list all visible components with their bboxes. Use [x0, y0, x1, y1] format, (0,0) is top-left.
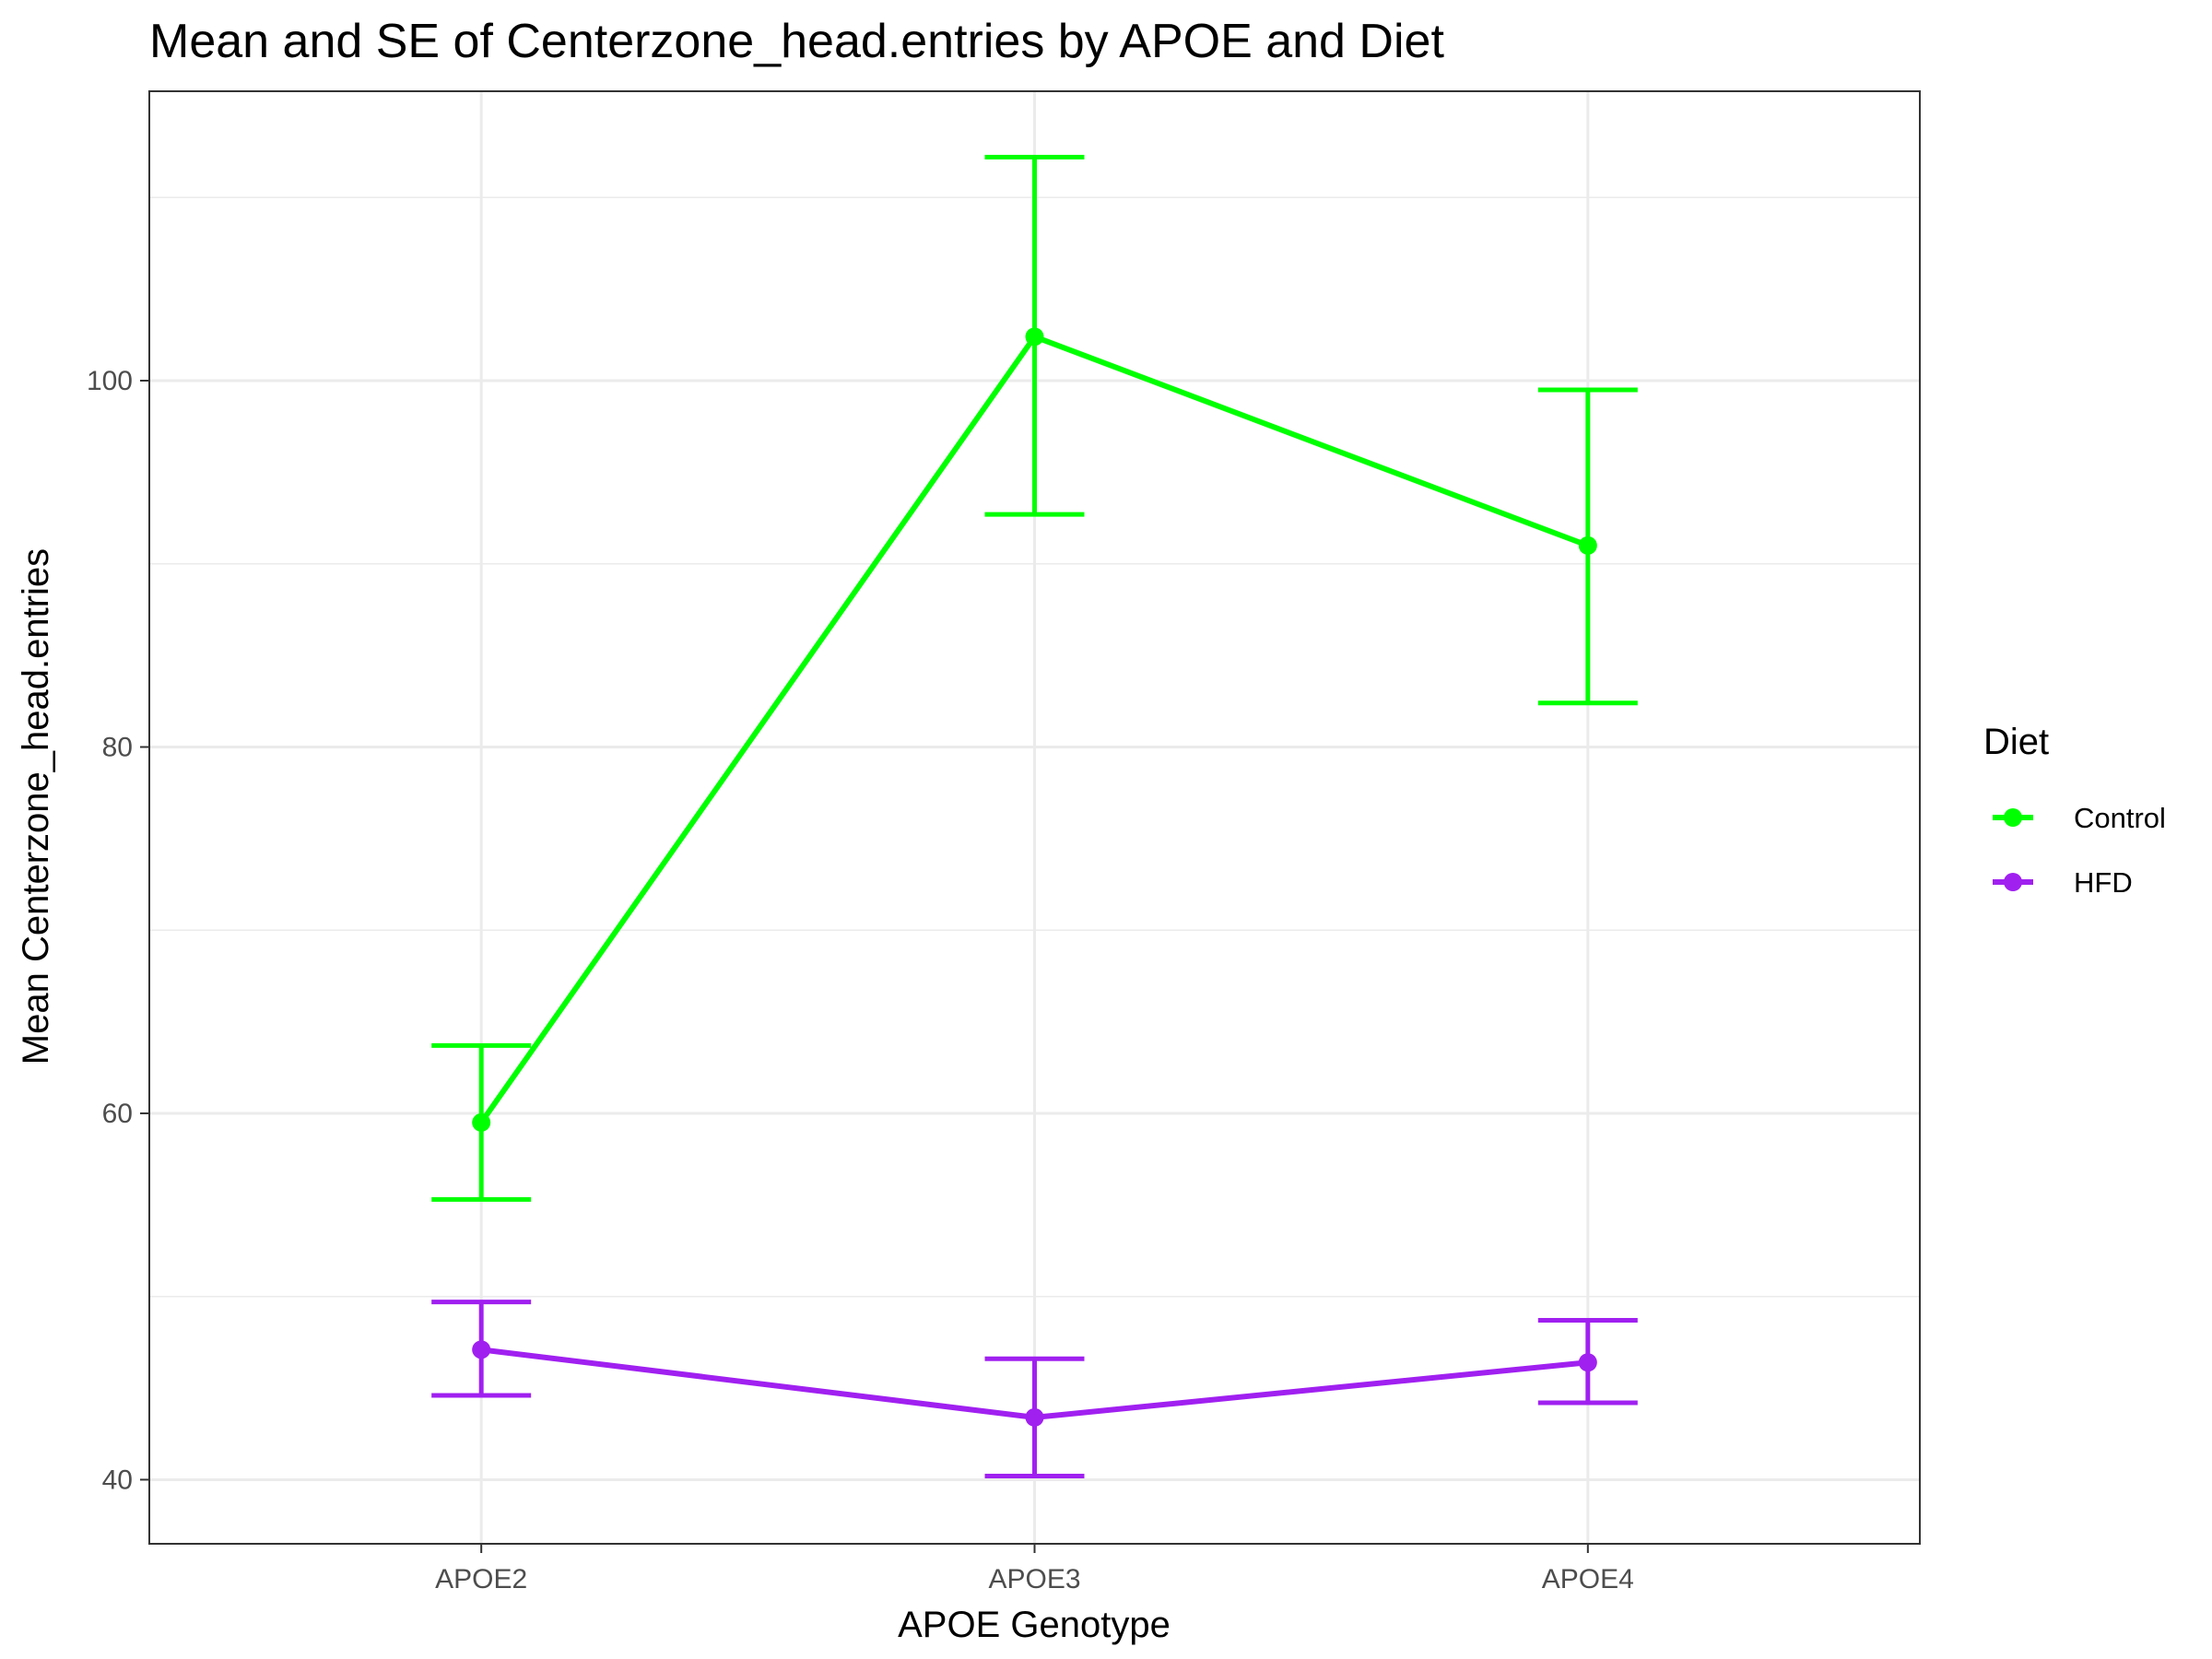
data-point: [472, 1112, 491, 1132]
legend-key-point: [2004, 873, 2022, 891]
chart-title: Mean and SE of Centerzone_head.entries b…: [149, 15, 1444, 68]
x-axis: APOE2 APOE3 APOE4: [435, 1544, 1634, 1594]
grid-major: [149, 91, 1920, 1544]
legend-item-hfd: HFD: [1993, 866, 2133, 899]
x-tick-label: APOE3: [988, 1564, 1080, 1594]
legend: Diet Control HFD: [1983, 722, 2166, 899]
data-point: [1025, 327, 1044, 347]
legend-item-control: Control: [1993, 802, 2166, 834]
data-point: [1025, 1407, 1044, 1427]
legend-key-point: [2004, 808, 2022, 827]
legend-title: Diet: [1983, 722, 2049, 762]
legend-label: Control: [2074, 802, 2166, 834]
y-tick-label: 100: [87, 366, 133, 396]
series-layer: [431, 155, 1638, 1478]
y-tick-label: 60: [102, 1099, 133, 1129]
series-hfd: [431, 1300, 1638, 1478]
y-tick-label: 40: [102, 1465, 133, 1495]
y-axis: 40 60 80 100: [87, 366, 149, 1495]
x-axis-title: APOE Genotype: [898, 1605, 1171, 1645]
legend-label: HFD: [2074, 866, 2133, 899]
data-point: [1578, 535, 1597, 555]
y-tick-label: 80: [102, 732, 133, 762]
series-control: [431, 155, 1638, 1202]
x-tick-label: APOE2: [435, 1564, 527, 1594]
x-tick-label: APOE4: [1542, 1564, 1634, 1594]
data-point: [1578, 1353, 1597, 1372]
data-point: [472, 1340, 491, 1359]
y-axis-title: Mean Centerzone_head.entries: [16, 548, 56, 1065]
